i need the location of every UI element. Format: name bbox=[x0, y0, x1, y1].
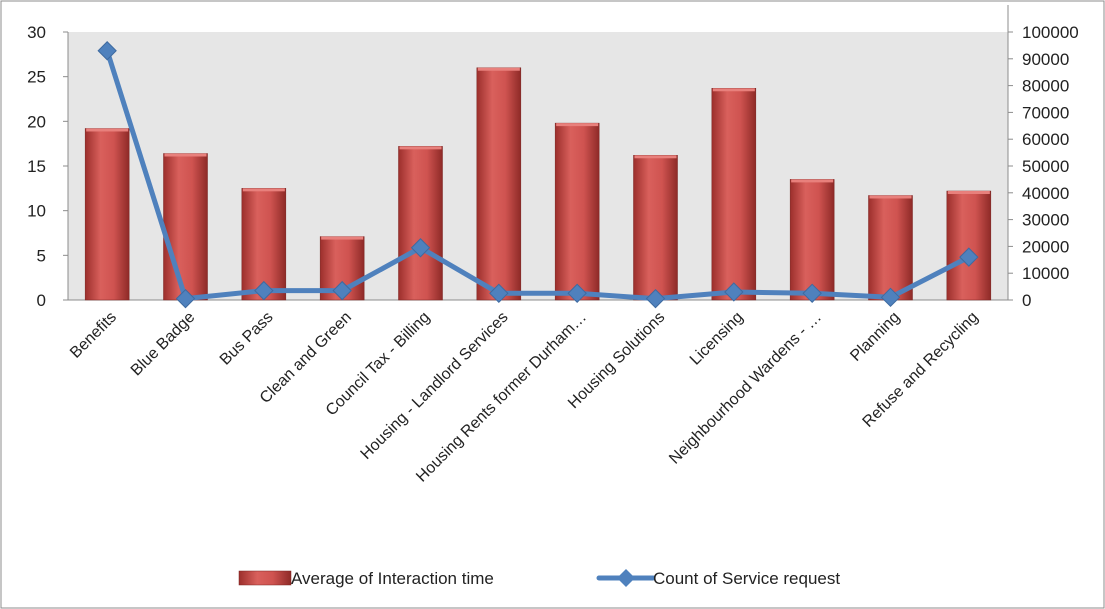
right-axis: 0 10000 20000 30000 40000 50000 60000 70000 8000… bbox=[1007, 5, 1079, 310]
bar-top-highlight bbox=[242, 188, 285, 192]
line-point bbox=[802, 283, 822, 304]
legend: Average of Interaction time Count of Serv… bbox=[238, 569, 840, 588]
line-path bbox=[104, 48, 972, 302]
bar-top-highlight bbox=[947, 191, 990, 195]
left-tick-label: 5 bbox=[37, 246, 46, 265]
bar bbox=[633, 155, 678, 301]
bar-top-highlight bbox=[477, 67, 520, 71]
right-tick-label: 30000 bbox=[1022, 211, 1069, 230]
line-point bbox=[489, 283, 509, 304]
legend-line-label: Count of Service request bbox=[653, 569, 840, 588]
right-tick-label: 50000 bbox=[1022, 157, 1069, 176]
bar-top-highlight bbox=[791, 179, 834, 183]
left-tick-label: 20 bbox=[27, 112, 46, 131]
bar bbox=[84, 128, 130, 301]
line-point bbox=[410, 238, 431, 258]
bar bbox=[163, 153, 208, 301]
line-point bbox=[97, 41, 117, 61]
bar-top-highlight bbox=[712, 88, 755, 92]
bar bbox=[554, 122, 600, 301]
legend-line-marker bbox=[617, 569, 635, 587]
left-axis: 0 5 10 15 20 25 30 bbox=[27, 23, 1008, 310]
bar bbox=[946, 190, 992, 301]
bar-top-highlight bbox=[399, 146, 442, 150]
bar bbox=[711, 88, 757, 301]
line-point bbox=[880, 287, 901, 308]
line-point bbox=[645, 288, 666, 309]
right-tick-label: 0 bbox=[1022, 291, 1031, 310]
left-tick-label: 0 bbox=[37, 291, 46, 310]
bar-top-highlight bbox=[556, 123, 599, 127]
line-point bbox=[724, 282, 744, 302]
right-tick-label: 60000 bbox=[1022, 130, 1069, 149]
line-point bbox=[254, 280, 274, 301]
left-tick-label: 15 bbox=[27, 157, 46, 176]
bar-top-highlight bbox=[86, 128, 129, 132]
right-tick-label: 80000 bbox=[1022, 77, 1069, 96]
left-tick-label: 10 bbox=[27, 202, 46, 221]
bar bbox=[868, 195, 913, 301]
right-tick-label: 20000 bbox=[1022, 237, 1069, 256]
line-series bbox=[97, 41, 979, 309]
right-tick-label: 40000 bbox=[1022, 184, 1069, 203]
bar-series bbox=[84, 67, 992, 301]
line-point bbox=[959, 247, 979, 267]
bar-top-highlight bbox=[321, 236, 364, 240]
line-point bbox=[567, 283, 587, 304]
right-tick-label: 70000 bbox=[1022, 103, 1069, 122]
bar bbox=[476, 67, 522, 301]
bar-top-highlight bbox=[634, 155, 677, 159]
right-tick-label: 90000 bbox=[1022, 50, 1069, 69]
bar bbox=[398, 146, 443, 301]
line-point bbox=[175, 288, 196, 309]
line-point bbox=[332, 280, 352, 301]
legend-bar-label: Average of Interaction time bbox=[291, 569, 494, 588]
bar-top-highlight bbox=[869, 195, 912, 199]
left-tick-label: 30 bbox=[27, 23, 46, 42]
bar bbox=[789, 179, 835, 301]
right-tick-label: 100000 bbox=[1022, 23, 1079, 42]
legend-bar-swatch bbox=[238, 570, 292, 586]
right-tick-label: 10000 bbox=[1022, 264, 1069, 283]
plot-area bbox=[68, 32, 1008, 300]
left-tick-label: 25 bbox=[27, 68, 46, 87]
bar-top-highlight bbox=[164, 153, 207, 157]
